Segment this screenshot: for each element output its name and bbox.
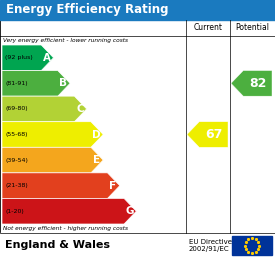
Text: B: B: [59, 78, 67, 88]
Polygon shape: [2, 173, 120, 198]
Text: (81-91): (81-91): [5, 81, 28, 86]
Bar: [0, 20, 275, 233]
Text: (92 plus): (92 plus): [5, 55, 33, 60]
Polygon shape: [187, 122, 228, 147]
Text: (69-80): (69-80): [5, 107, 28, 111]
Text: A: A: [43, 53, 51, 63]
Text: EU Directive: EU Directive: [189, 238, 232, 245]
Text: Very energy efficient - lower running costs: Very energy efficient - lower running co…: [3, 38, 128, 43]
Bar: [0, 0, 275, 20]
Text: C: C: [76, 104, 84, 114]
Text: F: F: [109, 181, 117, 191]
Text: England & Wales: England & Wales: [5, 240, 110, 251]
Text: (39-54): (39-54): [5, 158, 28, 163]
Bar: [232, 236, 272, 255]
Polygon shape: [2, 96, 87, 122]
Polygon shape: [2, 198, 136, 224]
Text: (21-38): (21-38): [5, 183, 28, 188]
Text: (55-68): (55-68): [5, 132, 28, 137]
Polygon shape: [2, 71, 70, 96]
Text: Potential: Potential: [235, 23, 270, 33]
Text: Energy Efficiency Rating: Energy Efficiency Rating: [6, 4, 169, 17]
Text: 2002/91/EC: 2002/91/EC: [189, 246, 230, 252]
Text: E: E: [93, 155, 100, 165]
Bar: [0, 233, 275, 258]
Polygon shape: [2, 147, 103, 173]
Text: D: D: [92, 130, 101, 140]
Polygon shape: [2, 122, 103, 147]
Text: (1-20): (1-20): [5, 209, 24, 214]
Polygon shape: [2, 45, 54, 71]
Text: 82: 82: [249, 77, 266, 90]
Text: Not energy efficient - higher running costs: Not energy efficient - higher running co…: [3, 226, 128, 231]
Polygon shape: [231, 71, 272, 96]
Text: G: G: [125, 206, 134, 216]
Text: Current: Current: [194, 23, 222, 33]
Text: 67: 67: [205, 128, 222, 141]
